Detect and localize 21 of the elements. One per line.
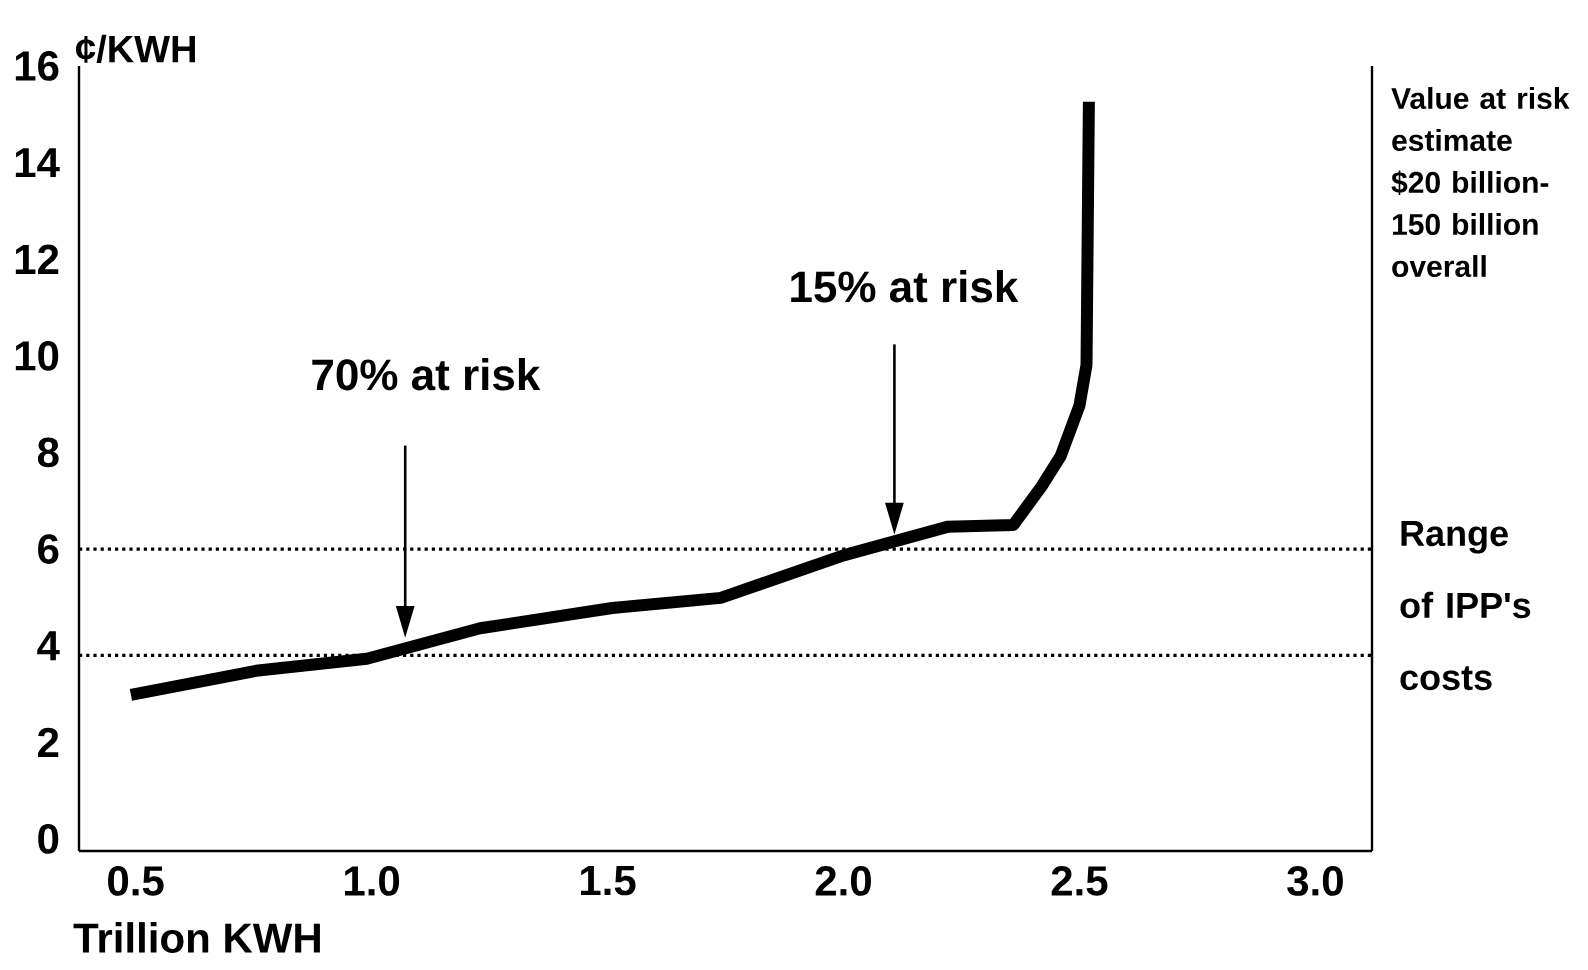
x-tick-label: 3.0	[1287, 866, 1343, 896]
y-tick-label: 2	[38, 727, 59, 757]
y-tick-label: 4	[37, 631, 60, 661]
x-tick-label: 2.0	[815, 866, 871, 896]
y-tick-label: 8	[37, 437, 59, 468]
y-tick-label: 10	[15, 340, 59, 371]
text: Value at risk estimate $20 billion-150 billion overall	[1391, 87, 1570, 278]
x-tick-label: 2.5	[1051, 866, 1108, 896]
y-tick-label: 16	[15, 51, 59, 81]
annotation: 15% at risk	[791, 270, 1019, 303]
x-tick-label: 0.5	[108, 866, 164, 896]
x-tick-label: 1.0	[345, 866, 400, 896]
y-tick-label: 6	[38, 534, 59, 564]
x-axis-title: Trillion KWH	[73, 922, 320, 953]
x-tick-label: 1.5	[580, 866, 636, 896]
y-tick-label: 14	[15, 148, 60, 178]
annotation: 70% at risk	[312, 358, 541, 391]
y-tick-label: 0	[38, 824, 59, 854]
y-tick-label: 12	[15, 244, 59, 274]
y-axis-title: ¢/KWH	[76, 34, 195, 63]
text: Range of IPP's costs	[1400, 521, 1531, 691]
